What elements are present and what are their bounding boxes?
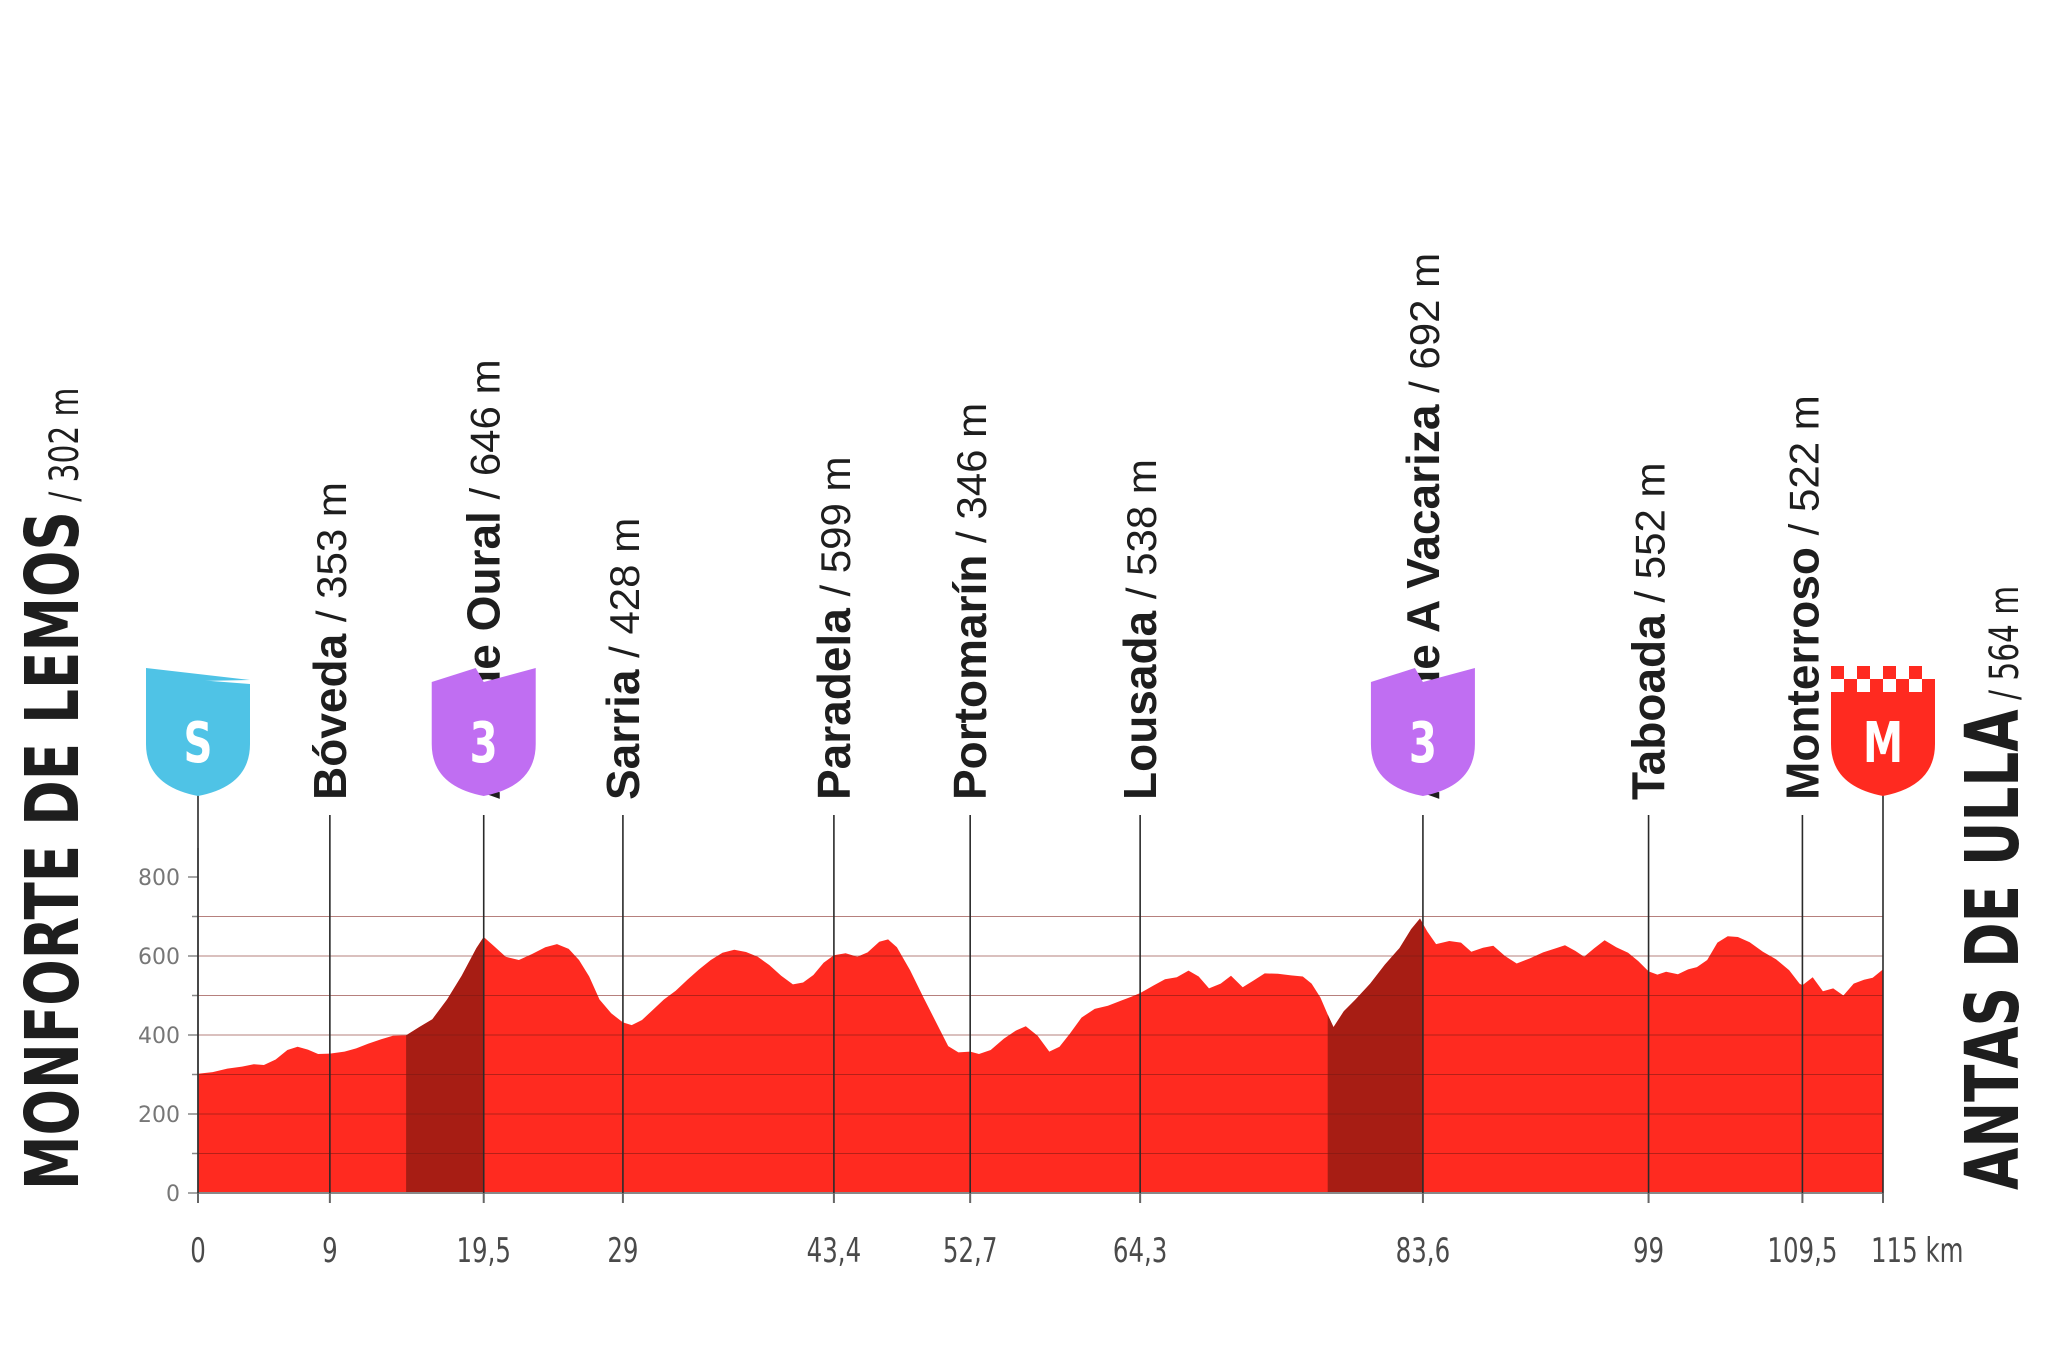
waypoint-altitude: / 646 m (462, 359, 509, 511)
climb-section-2 (1327, 918, 1423, 1193)
finish-town-label: ANTAS DE ULLA / 564 m (1951, 586, 2036, 1190)
chart-axes: 0 200 400 600 800 0 9 19,5 29 43,4 52,7 64,3 83,6 99 1… (138, 848, 1963, 1270)
badge-shield-icon (1831, 692, 1935, 796)
waypoint-name: Portomarín (944, 555, 996, 800)
badge-start: S (146, 668, 250, 796)
y-tick-label: 0 (166, 1182, 180, 1207)
x-tick-label: 9 (322, 1231, 338, 1270)
waypoint-label: Sarria / 428 m (597, 518, 649, 800)
y-tick-label: 800 (138, 866, 180, 891)
waypoint-altitude: / 692 m (1401, 253, 1448, 405)
x-tick-label: 0 (190, 1231, 206, 1270)
start-town-name: MONFORTE DE LEMOS (11, 511, 96, 1190)
badge-shield-icon (146, 676, 250, 796)
badge-climb: 3 (1370, 668, 1475, 796)
waypoint-altitude: / 538 m (1118, 459, 1165, 611)
checkered-flag-cell (1844, 679, 1857, 692)
elevation-bands (198, 916, 1883, 1154)
checkered-flag-cell (1909, 666, 1922, 679)
finish-town-altitude: / 564 m (1982, 586, 2029, 709)
finish-town-name: ANTAS DE ULLA (1951, 709, 2036, 1190)
waypoint-label: Monterroso / 522 m (1776, 395, 1828, 800)
start-town-altitude: / 302 m (42, 388, 89, 511)
waypoint-name: Lousada (1114, 610, 1166, 800)
checkered-flag-cell (1883, 666, 1896, 679)
waypoint-name: Taboada (1623, 614, 1675, 800)
waypoint-name: Bóveda (304, 633, 356, 800)
x-tick-label: 19,5 (456, 1231, 510, 1270)
waypoint-altitude: / 522 m (1780, 395, 1827, 547)
waypoint-label: Portomarín / 346 m (944, 403, 996, 800)
climb-section-1 (406, 937, 484, 1193)
waypoint-altitude: / 428 m (601, 518, 648, 670)
x-tick-label: 109,5 (1767, 1231, 1837, 1270)
badge-shield-icon (431, 668, 536, 796)
y-tick-label: 400 (138, 1024, 180, 1049)
waypoint-label: Lousada / 538 m (1114, 459, 1166, 800)
badge-climb: 3 (431, 668, 536, 796)
waypoint-altitude: / 353 m (308, 482, 355, 634)
category-badges: S 3 3 M (146, 666, 1935, 796)
waypoint-altitude: / 346 m (948, 403, 995, 555)
y-tick-label: 600 (138, 945, 180, 970)
x-tick-label: 115 km (1871, 1231, 1963, 1270)
start-town-label: MONFORTE DE LEMOS / 302 m (11, 388, 96, 1190)
badge-finish: M (1831, 666, 1935, 796)
waypoint-label: Paradela / 599 m (808, 456, 860, 800)
y-tick-label: 200 (138, 1103, 180, 1128)
checkered-flag-cell (1831, 666, 1844, 679)
waypoint-name: Monterroso (1776, 547, 1828, 800)
waypoint-altitude: / 552 m (1627, 463, 1674, 615)
x-tick-label: 64,3 (1113, 1231, 1167, 1270)
checkered-flag-cell (1857, 666, 1870, 679)
waypoint-label: Bóveda / 353 m (304, 482, 356, 800)
profile-area (198, 918, 1883, 1193)
x-tick-label: 43,4 (807, 1231, 861, 1270)
waypoint-altitude: / 599 m (812, 456, 859, 608)
badge-shield-icon (1370, 668, 1475, 796)
waypoint-name: Sarria (597, 669, 649, 800)
waypoint-name: Paradela (808, 608, 860, 800)
waypoint-label: Taboada / 552 m (1623, 463, 1675, 800)
checkered-flag-cell (1896, 679, 1909, 692)
elevation-profile (198, 918, 1883, 1193)
checkered-flag-cell (1870, 679, 1883, 692)
badge-letter: 3 (1409, 710, 1437, 775)
x-tick-label: 52,7 (943, 1231, 997, 1270)
x-tick-label: 29 (607, 1231, 638, 1270)
checkered-flag-cell (1922, 679, 1935, 692)
start-finish-labels: MONFORTE DE LEMOS / 302 m ANTAS DE ULLA /… (11, 388, 2036, 1190)
x-tick-label: 83,6 (1396, 1231, 1450, 1270)
x-tick-label: 99 (1633, 1231, 1664, 1270)
badge-letter: M (1863, 710, 1903, 775)
badge-letter: 3 (470, 710, 498, 775)
badge-letter: S (183, 710, 212, 775)
